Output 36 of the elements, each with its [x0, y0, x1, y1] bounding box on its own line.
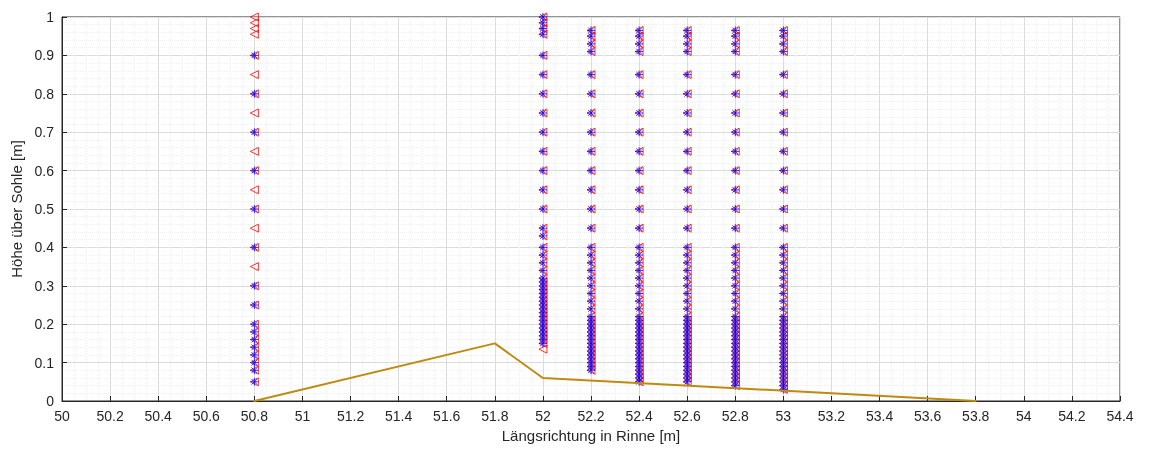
x-tick-label: 53.8 — [962, 408, 990, 424]
x-axis-title: Längsrichtung in Rinne [m] — [501, 426, 681, 444]
y-tick-label: 0.4 — [34, 239, 55, 256]
y-tick-label: 0.1 — [34, 354, 55, 371]
y-tick-label: 0.9 — [34, 47, 55, 64]
x-tick-label: 52 — [535, 408, 551, 424]
y-tick-label: 0.5 — [34, 201, 55, 217]
x-tick-label: 54.2 — [1058, 408, 1086, 424]
x-tick-label: 52.4 — [625, 408, 653, 424]
x-tick-label: 50.2 — [96, 408, 124, 424]
x-tick-label: 50.8 — [240, 408, 269, 424]
x-tick-label: 54 — [1016, 408, 1032, 424]
x-tick-label: 51.8 — [481, 408, 509, 424]
x-tick-label: 51.6 — [433, 408, 461, 424]
x-tick-label: 50.4 — [144, 408, 173, 424]
y-tick-label: 0.6 — [34, 162, 55, 179]
y-tick-label: 1 — [46, 9, 55, 25]
x-tick-label: 53.6 — [914, 408, 942, 424]
x-tick-label: 53.2 — [817, 408, 846, 424]
y-tick-label: 0.3 — [34, 277, 55, 294]
y-axis-title: Höhe über Sohle [m] — [7, 140, 25, 278]
x-tick-label: 50.6 — [192, 408, 221, 424]
x-tick-label: 52.6 — [673, 408, 702, 424]
y-tick-label: 0 — [46, 393, 55, 409]
x-tick-label: 52.2 — [577, 408, 605, 424]
y-tick-label: 0.2 — [34, 316, 55, 333]
x-tick-label: 54.4 — [1106, 408, 1134, 424]
x-tick-label: 50 — [54, 408, 70, 424]
x-tick-label: 53.4 — [865, 408, 894, 424]
y-tick-label: 0.8 — [34, 85, 55, 102]
x-tick-label: 51.2 — [336, 408, 365, 424]
y-tick-label: 0.7 — [34, 124, 55, 141]
x-tick-label: 51 — [294, 408, 311, 424]
x-tick-label: 53 — [775, 408, 792, 424]
x-tick-label: 52.8 — [721, 408, 750, 424]
x-tick-label: 51.4 — [385, 408, 413, 424]
